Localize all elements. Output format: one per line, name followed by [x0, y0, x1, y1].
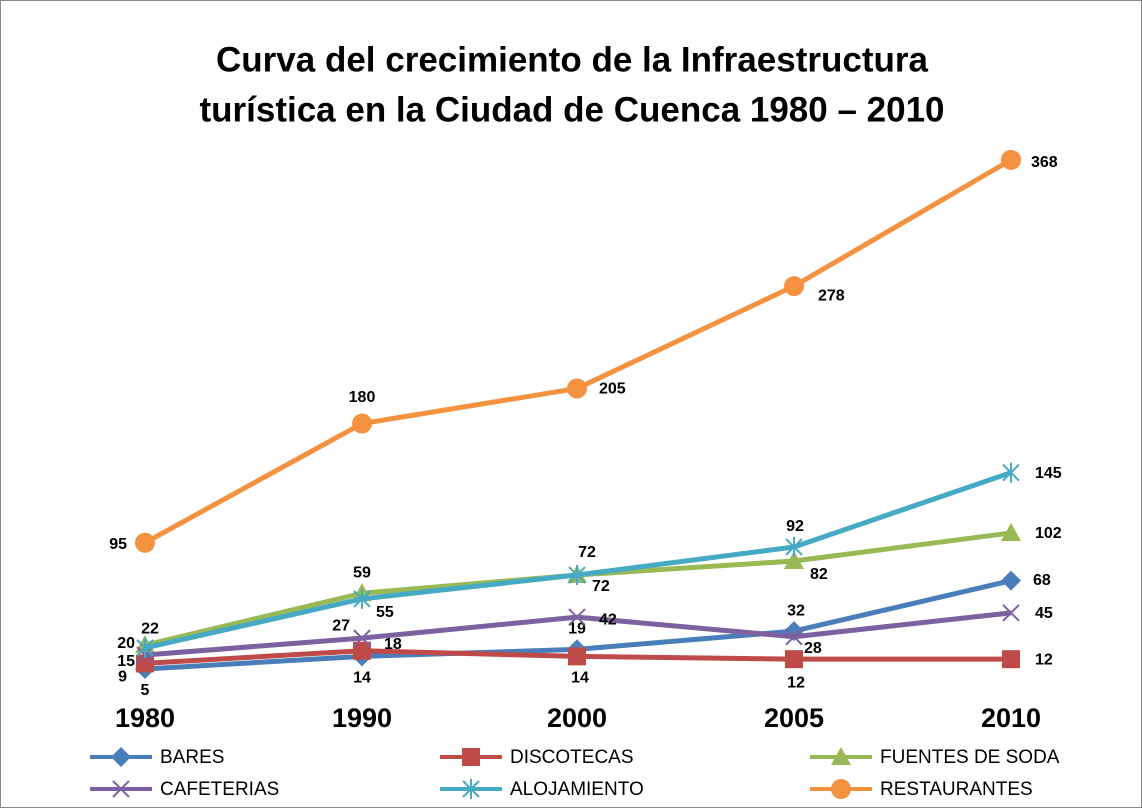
marker	[353, 641, 371, 660]
data-label: 68	[1033, 572, 1051, 589]
marker	[568, 647, 586, 666]
legend-label: DISCOTECAS	[510, 747, 634, 768]
data-label: 18	[384, 636, 402, 653]
data-label: 42	[599, 611, 617, 628]
legend-marker	[831, 747, 851, 765]
data-label: 22	[141, 620, 159, 637]
data-label: 15	[117, 653, 135, 670]
data-label: 92	[786, 518, 804, 535]
data-label: 12	[787, 674, 805, 691]
marker	[353, 629, 371, 647]
chart-title: Curva del crecimiento de la Infraestruct…	[216, 40, 928, 79]
data-label: 28	[804, 640, 822, 657]
marker	[352, 413, 372, 434]
marker	[785, 650, 803, 669]
marker	[1001, 149, 1021, 170]
legend-label: BARES	[160, 747, 224, 768]
marker	[1002, 604, 1020, 622]
data-label: 32	[787, 602, 805, 619]
marker	[1001, 522, 1021, 541]
data-label: 5	[141, 682, 150, 699]
data-label: 59	[353, 564, 371, 581]
marker	[135, 532, 155, 553]
data-label: 205	[599, 381, 626, 398]
marker	[353, 588, 371, 609]
chart-title: turística en la Ciudad de Cuenca 1980 – …	[199, 90, 944, 129]
marker	[1002, 650, 1020, 669]
legend-label: FUENTES DE SODA	[880, 747, 1060, 768]
data-label: 55	[376, 604, 394, 621]
marker	[568, 608, 586, 626]
data-label: 368	[1031, 154, 1058, 171]
data-label: 14	[353, 670, 371, 687]
legend-marker	[462, 748, 480, 766]
x-tick-label: 2005	[764, 703, 824, 733]
series	[136, 641, 1020, 673]
data-label: 12	[1035, 651, 1053, 668]
data-label: 278	[818, 287, 845, 304]
series	[135, 149, 1021, 553]
x-tick-label: 1990	[332, 703, 392, 733]
data-label: 95	[109, 536, 127, 553]
data-label: 20	[117, 635, 135, 652]
data-label: 72	[578, 544, 596, 561]
data-label: 82	[810, 566, 828, 583]
legend-marker	[112, 780, 130, 798]
x-tick-label: 1980	[115, 703, 175, 733]
x-tick-label: 2010	[981, 703, 1041, 733]
legend-label: RESTAURANTES	[880, 779, 1033, 800]
data-label: 145	[1035, 465, 1062, 482]
data-label: 45	[1035, 605, 1053, 622]
marker	[567, 378, 587, 399]
legend-label: CAFETERIAS	[160, 779, 279, 800]
marker	[1002, 462, 1020, 483]
legend-marker	[462, 779, 480, 799]
legend-label: ALOJAMIENTO	[510, 779, 644, 800]
marker	[785, 628, 803, 646]
data-label: 14	[571, 670, 589, 687]
data-label: 27	[332, 617, 350, 634]
data-label: 19	[568, 621, 586, 638]
marker	[785, 536, 803, 557]
data-label: 9	[118, 669, 127, 686]
marker	[784, 550, 804, 569]
marker	[1001, 570, 1021, 591]
marker	[568, 565, 586, 586]
data-label: 180	[349, 389, 376, 406]
x-tick-label: 2000	[547, 703, 607, 733]
marker	[784, 276, 804, 297]
data-label: 102	[1035, 525, 1062, 542]
legend-marker	[111, 747, 131, 767]
series	[136, 462, 1020, 658]
legend-marker	[831, 779, 851, 799]
data-label: 72	[592, 578, 610, 595]
marker	[136, 637, 154, 658]
